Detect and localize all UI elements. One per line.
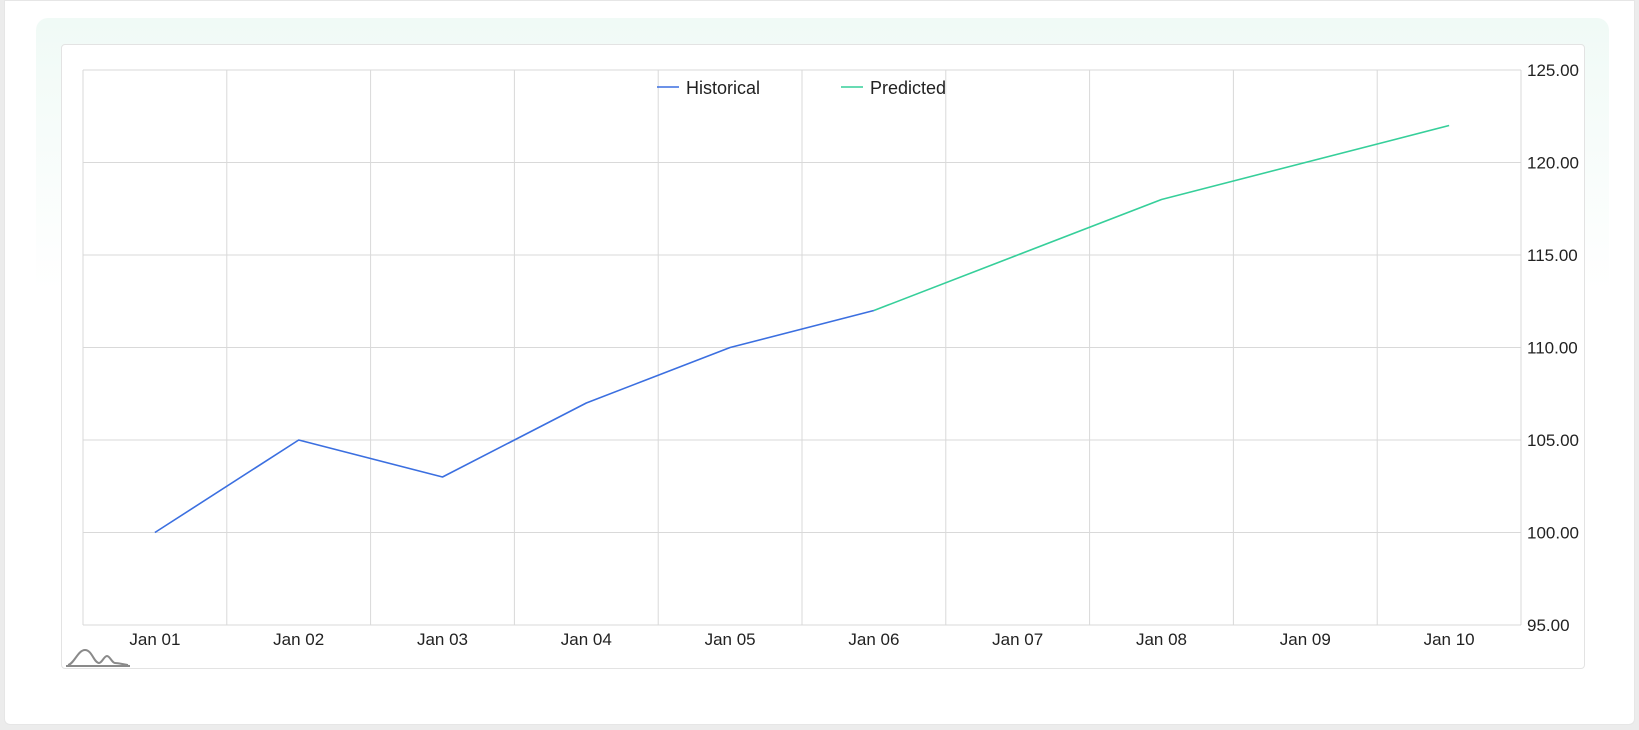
y-tick-label: 120.00 <box>1527 154 1579 173</box>
x-tick-label: Jan 07 <box>992 630 1043 649</box>
legend-item-predicted[interactable]: Predicted <box>841 78 946 98</box>
grid-lines <box>83 70 1521 625</box>
y-tick-label: 105.00 <box>1527 431 1579 450</box>
bell-curve-logo-icon <box>66 650 130 666</box>
y-tick-label: 95.00 <box>1527 616 1570 635</box>
x-tick-label: Jan 04 <box>561 630 612 649</box>
x-tick-label: Jan 01 <box>129 630 180 649</box>
legend-item-historical[interactable]: Historical <box>657 78 760 98</box>
x-tick-label: Jan 05 <box>705 630 756 649</box>
y-tick-label: 100.00 <box>1527 524 1579 543</box>
x-tick-label: Jan 09 <box>1280 630 1331 649</box>
legend-label-predicted: Predicted <box>870 78 946 98</box>
x-tick-label: Jan 02 <box>273 630 324 649</box>
y-axis-tick-labels: 95.00 100.00 105.00 110.00 115.00 120.00 125.0… <box>1527 61 1579 635</box>
y-tick-label: 125.00 <box>1527 61 1579 80</box>
legend-label-historical: Historical <box>686 78 760 98</box>
x-axis-tick-labels: Jan 01 Jan 02 Jan 03 Jan 04 Jan 05 Jan 06 Jan … <box>129 630 1474 649</box>
x-tick-label: Jan 03 <box>417 630 468 649</box>
x-tick-label: Jan 06 <box>848 630 899 649</box>
y-tick-label: 110.00 <box>1527 339 1578 358</box>
x-tick-label: Jan 10 <box>1424 630 1475 649</box>
y-tick-label: 115.00 <box>1527 246 1578 265</box>
series-line-predicted <box>874 126 1449 311</box>
x-tick-label: Jan 08 <box>1136 630 1187 649</box>
